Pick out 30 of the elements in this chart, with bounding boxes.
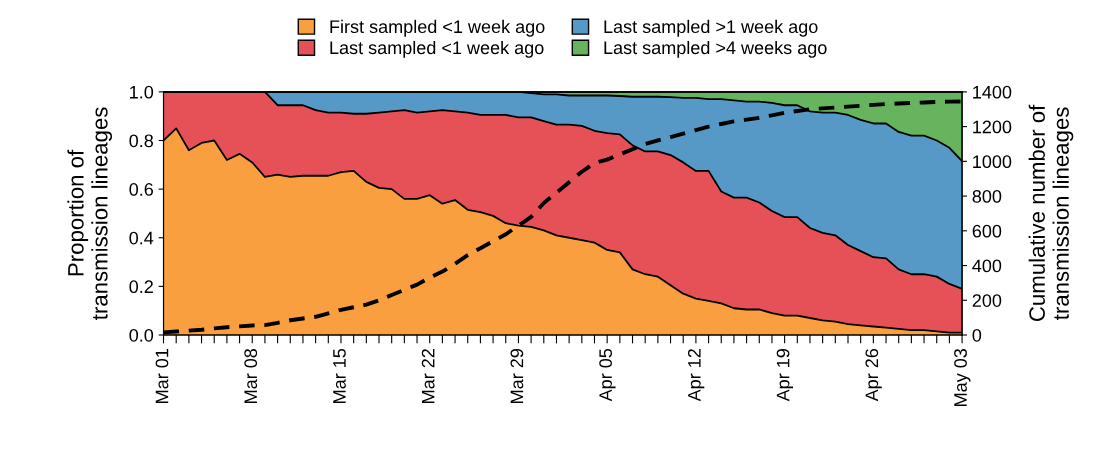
y2-axis-title: Cumulative number of transmission lineages bbox=[1028, 104, 1074, 321]
x-tick-label: Apr 19 bbox=[776, 349, 794, 402]
y2-tick-label: 400 bbox=[972, 259, 1002, 273]
legend-label: Last sampled >4 weeks ago bbox=[604, 40, 827, 58]
y-tick-label: 0.2 bbox=[129, 280, 153, 294]
y2-tick-label: 1000 bbox=[973, 155, 1012, 169]
x-tick-label: Mar 29 bbox=[510, 349, 524, 403]
y-tick-label: 1.0 bbox=[130, 85, 154, 99]
legend-label: First sampled <1 week ago bbox=[330, 19, 545, 37]
x-tick-label: May 03 bbox=[954, 348, 971, 406]
legend-label: Last sampled <1 week ago bbox=[330, 40, 544, 58]
y2-tick-label: 0 bbox=[972, 328, 982, 342]
x-tick-label: Apr 05 bbox=[599, 348, 616, 402]
y-axis-title: Proportion of transmission lineages bbox=[67, 107, 113, 320]
y2-tick-label: 600 bbox=[972, 224, 1002, 238]
y-tick-label: 0.0 bbox=[129, 328, 154, 342]
y2-tick-label: 1400 bbox=[973, 85, 1012, 99]
y2-tick-label: 1200 bbox=[973, 120, 1012, 134]
x-tick-label: Mar 22 bbox=[421, 349, 435, 403]
x-tick-label: Mar 08 bbox=[244, 348, 258, 403]
y2-tick-label: 800 bbox=[972, 190, 1002, 203]
legend-label: Last sampled >1 week ago bbox=[604, 19, 818, 37]
x-tick-label: Mar 15 bbox=[333, 348, 346, 403]
y-tick-label: 0.8 bbox=[129, 134, 154, 148]
x-tick-label: Mar 01 bbox=[155, 349, 169, 403]
y-tick-label: 0.6 bbox=[129, 183, 154, 196]
y2-tick-label: 200 bbox=[972, 294, 1002, 307]
x-tick-label: Apr 26 bbox=[865, 348, 882, 402]
y-tick-label: 0.4 bbox=[129, 231, 154, 245]
x-tick-label: Apr 12 bbox=[687, 349, 705, 402]
